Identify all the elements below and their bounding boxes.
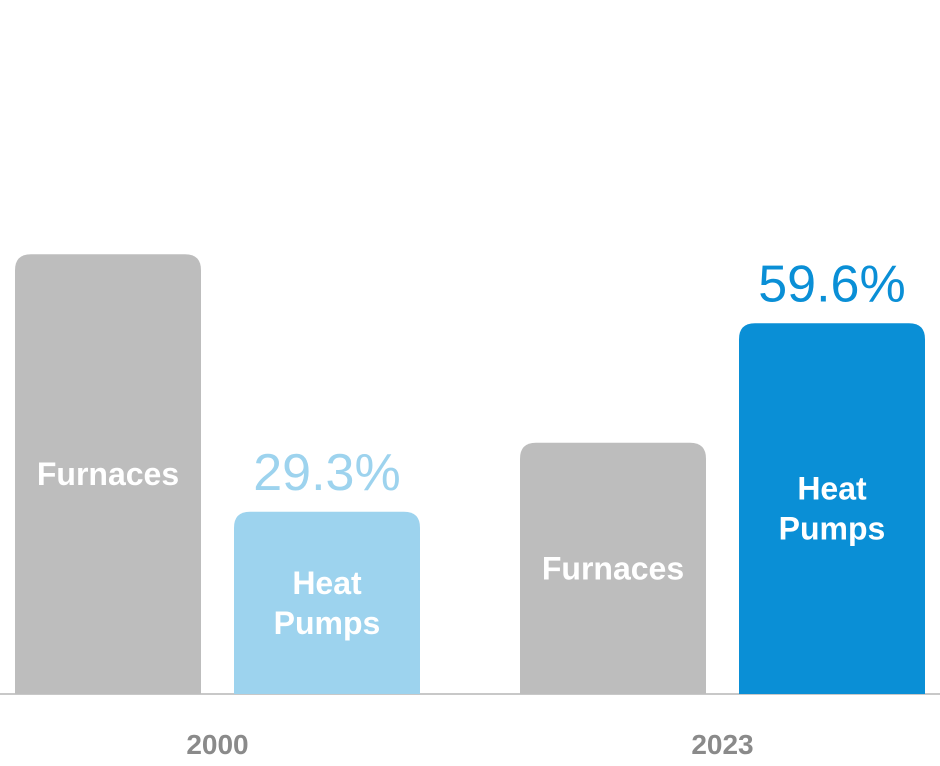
bar-inner-label: Heat xyxy=(797,471,867,507)
bar-furnaces-2023 xyxy=(520,442,706,694)
x-tick-label-2023: 2023 xyxy=(691,729,753,760)
bar-furnaces-2000 xyxy=(15,254,201,694)
bar-inner-label: Heat xyxy=(292,565,362,601)
value-label: 29.3% xyxy=(253,444,400,502)
bar-inner-label: Pumps xyxy=(274,605,381,641)
x-tick-label-2000: 2000 xyxy=(186,729,248,760)
bar-heat-pumps-2023 xyxy=(739,323,925,694)
value-label: 59.6% xyxy=(758,255,905,313)
bar-inner-label: Furnaces xyxy=(542,550,684,586)
bar-inner-label: Furnaces xyxy=(37,456,179,492)
bar-heat-pumps-2000 xyxy=(234,511,420,694)
bar-inner-label: Pumps xyxy=(779,511,886,547)
